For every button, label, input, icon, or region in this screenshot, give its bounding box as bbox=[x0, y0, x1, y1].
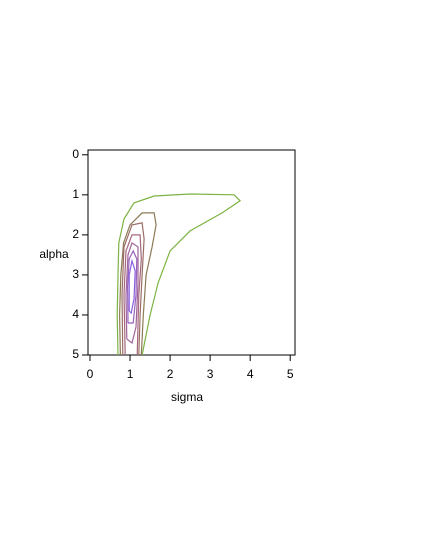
y-tick-label: 1 bbox=[72, 187, 79, 201]
y-tick-label: 2 bbox=[72, 227, 79, 241]
x-tick-label: 4 bbox=[247, 367, 254, 381]
y-tick-label: 4 bbox=[72, 307, 79, 321]
x-tick-label: 3 bbox=[207, 367, 214, 381]
y-axis-label: alpha bbox=[39, 247, 69, 261]
plot-frame bbox=[87, 149, 296, 356]
y-tick-label: 5 bbox=[72, 347, 79, 361]
contour-line bbox=[118, 212, 157, 356]
contour-line bbox=[121, 222, 145, 356]
x-tick-label: 1 bbox=[127, 367, 134, 381]
x-tick-label: 0 bbox=[87, 367, 94, 381]
x-tick-label: 2 bbox=[167, 367, 174, 381]
y-tick-label: 3 bbox=[72, 267, 79, 281]
x-tick-label: 5 bbox=[287, 367, 294, 381]
contour-line bbox=[123, 234, 142, 356]
contour-line bbox=[126, 249, 138, 324]
contour-line bbox=[125, 241, 139, 345]
contour-line bbox=[128, 258, 136, 315]
y-tick-label: 0 bbox=[72, 147, 79, 161]
contour-line bbox=[116, 193, 242, 356]
x-axis-label: sigma bbox=[171, 390, 203, 404]
